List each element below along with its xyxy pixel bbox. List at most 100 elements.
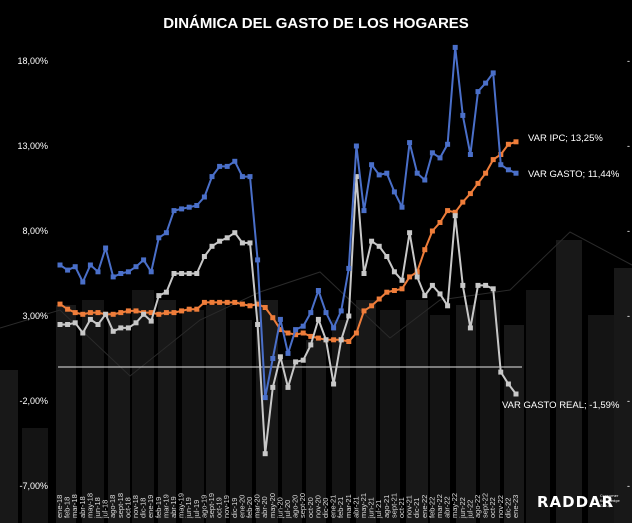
background-column [282, 360, 302, 523]
data-point [483, 170, 489, 176]
data-point [460, 282, 466, 288]
data-point [262, 395, 268, 401]
data-point [513, 391, 519, 397]
data-point [331, 325, 337, 331]
data-point [247, 174, 253, 180]
data-point [163, 230, 169, 236]
x-tick-label: abr-22 [443, 496, 452, 518]
data-point [87, 310, 93, 316]
data-point [467, 152, 473, 157]
x-tick-label: jun-19 [184, 497, 193, 519]
data-point [156, 311, 162, 317]
x-tick-label: ago-21 [382, 495, 391, 518]
data-point [308, 342, 314, 348]
data-point [293, 327, 299, 333]
x-axis: ene-18feb-18mar-18abr-18may-18jun-18jul-… [55, 493, 520, 519]
x-tick-label: mar-22 [435, 494, 444, 518]
data-point [95, 269, 101, 275]
data-point [505, 167, 511, 173]
data-point [209, 174, 215, 180]
data-point [57, 301, 63, 307]
y-tick-marker: - [627, 311, 630, 321]
data-point [247, 303, 253, 309]
data-point [148, 310, 154, 316]
data-point [148, 318, 154, 324]
data-point [323, 310, 329, 316]
y-tick-label: 3,00% [22, 311, 48, 321]
x-tick-label: ago-20 [291, 495, 300, 518]
data-point [201, 194, 207, 200]
data-point [353, 174, 359, 180]
data-point [285, 330, 291, 336]
data-point [452, 209, 458, 215]
background-column [0, 370, 18, 523]
background-trend [0, 231, 632, 377]
x-tick-label: abr-18 [78, 496, 87, 518]
y-tick-label: -7,00% [19, 481, 48, 491]
background-column [132, 290, 154, 523]
data-point [498, 162, 504, 168]
background-column [356, 300, 376, 523]
data-point [376, 172, 382, 178]
data-point [331, 337, 337, 343]
background-column [380, 310, 400, 523]
data-point [72, 320, 78, 326]
x-tick-label: oct-21 [397, 497, 406, 518]
y-tick-marker: - [627, 56, 630, 66]
data-point [262, 451, 268, 457]
data-point [483, 80, 489, 86]
data-point [293, 332, 299, 338]
y-tick-marker: - [627, 226, 630, 236]
data-point [255, 257, 261, 263]
data-point [141, 257, 147, 263]
background-trend-line [0, 231, 632, 377]
data-point [72, 264, 78, 270]
data-point [171, 310, 177, 316]
chart-title: DINÁMICA DEL GASTO DE LOS HOGARES [163, 15, 469, 32]
annotation-label: VAR GASTO; 11,44% [528, 169, 620, 180]
x-tick-label: jul-22 [465, 500, 474, 519]
x-tick-label: jul-18 [101, 500, 110, 519]
data-point [498, 369, 504, 375]
data-point [437, 291, 443, 297]
data-point [323, 337, 329, 343]
data-point [308, 310, 314, 316]
data-point [125, 308, 131, 314]
brand-logo: RADDAR Consumer Knowledge Group [537, 493, 621, 511]
y-tick-marker: - [627, 481, 630, 491]
data-point [80, 311, 86, 317]
data-point [80, 279, 86, 285]
data-point [110, 311, 116, 317]
x-tick-label: dic-22 [503, 498, 512, 518]
data-point [95, 310, 101, 316]
data-point [346, 313, 352, 319]
data-point [179, 271, 185, 276]
x-tick-label: oct-20 [306, 497, 315, 518]
data-point [156, 235, 162, 241]
data-point [270, 315, 276, 321]
x-tick-label: sept-20 [298, 493, 307, 518]
data-point [194, 203, 200, 208]
x-tick-label: may-22 [450, 493, 459, 518]
data-point [255, 322, 261, 327]
data-point [209, 243, 215, 249]
data-point [110, 328, 116, 334]
data-point [452, 44, 458, 50]
data-point [376, 243, 382, 249]
data-point [513, 170, 519, 176]
data-point [118, 271, 124, 276]
background-column [206, 305, 226, 523]
data-point [445, 141, 451, 147]
data-point [293, 359, 299, 365]
data-point [224, 235, 230, 241]
x-tick-label: may-20 [268, 493, 277, 518]
data-point [422, 247, 428, 253]
background-column [82, 300, 104, 523]
data-point [171, 208, 177, 214]
data-point [429, 228, 435, 234]
data-point [239, 301, 245, 307]
brand-tagline-1: Consumer [600, 494, 619, 498]
series-var-gasto [57, 44, 519, 401]
data-point [232, 230, 238, 236]
data-point [384, 289, 390, 295]
